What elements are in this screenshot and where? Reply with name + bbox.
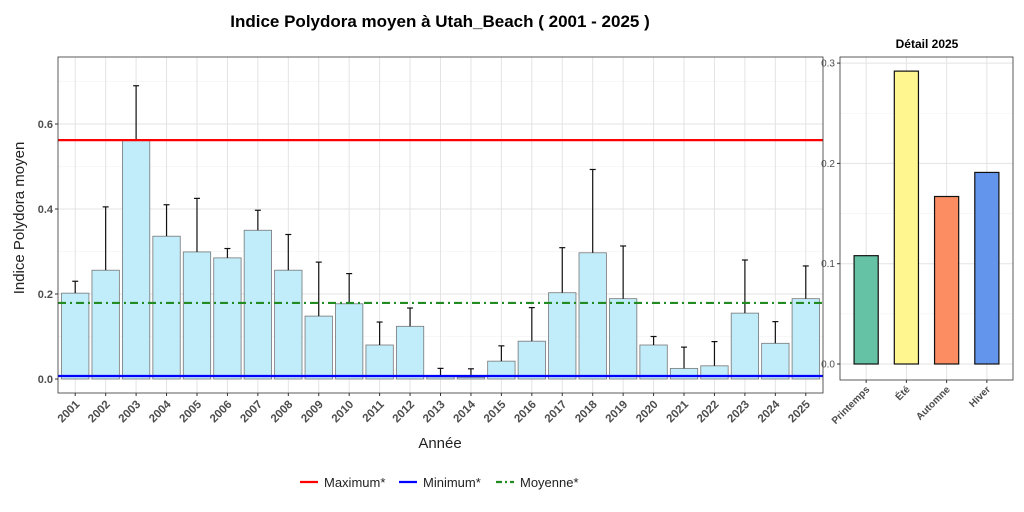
- bar-2010: [335, 303, 364, 380]
- x-tick-label: 2015: [482, 398, 509, 425]
- x-tick-label: 2023: [725, 399, 752, 426]
- detail-x-tick-label: Printemps: [830, 384, 873, 427]
- detail-border: [839, 56, 1014, 381]
- bar-2018: [578, 252, 607, 380]
- x-tick-label: 2004: [147, 398, 174, 425]
- y-tick-label: 0.4: [38, 204, 54, 216]
- legend-label: Minimum*: [423, 475, 481, 490]
- bar-2007: [243, 229, 272, 380]
- bar-2008: [274, 269, 303, 380]
- detail-bar-3: [974, 171, 1000, 365]
- detail-bar-2: [933, 195, 960, 365]
- detail-y-tick-label: 0.3: [821, 59, 835, 70]
- bar-2024: [761, 342, 790, 380]
- detail-y-tick-label: 0.2: [821, 159, 835, 170]
- bar-2001: [61, 292, 90, 380]
- detail-x-tick-label: Automne: [914, 384, 953, 423]
- x-tick-label: 2002: [86, 399, 113, 426]
- x-tick-label: 2017: [543, 399, 570, 426]
- bar-2011: [365, 344, 394, 380]
- x-tick-label: 2003: [117, 399, 144, 426]
- detail-y-tick-label: 0.1: [821, 259, 835, 270]
- bar-2004: [152, 235, 181, 380]
- x-tick-label: 2019: [604, 399, 631, 426]
- x-tick-label: 2005: [178, 398, 205, 425]
- detail-title: Détail 2025: [896, 37, 959, 51]
- bar-2019: [609, 298, 638, 380]
- detail-x-tick-label: Hiver: [968, 384, 994, 410]
- bar-2012: [395, 325, 425, 380]
- x-tick-label: 2009: [299, 399, 326, 426]
- chart-title: Indice Polydora moyen à Utah_Beach ( 200…: [230, 12, 650, 31]
- bar-2023: [730, 312, 759, 380]
- x-tick-label: 2022: [695, 399, 722, 426]
- x-tick-label: 2018: [573, 398, 600, 425]
- y-tick-label: 0.2: [38, 289, 53, 301]
- bar-2009: [304, 315, 333, 380]
- bar-2005: [182, 251, 212, 380]
- y-tick-label: 0.6: [38, 119, 53, 131]
- bar-2020: [639, 344, 668, 380]
- x-tick-label: 2014: [451, 398, 478, 425]
- detail-y-tick-label: 0.0: [821, 360, 835, 371]
- x-axis-label: Année: [418, 435, 461, 452]
- detail-bar-1: [893, 70, 920, 365]
- detail-x-tick-label: Été: [892, 383, 913, 404]
- x-tick-label: 2016: [512, 399, 539, 426]
- bar-2006: [213, 257, 242, 380]
- x-tick-label: 2020: [634, 399, 661, 426]
- x-tick-label: 2024: [756, 398, 783, 425]
- x-tick-label: 2001: [56, 398, 83, 425]
- x-tick-label: 2008: [269, 398, 296, 425]
- legend-label: Moyenne*: [520, 475, 579, 490]
- x-tick-label: 2011: [361, 398, 388, 425]
- bar-2025: [791, 298, 820, 380]
- y-axis-label: Indice Polydora moyen: [11, 142, 28, 295]
- detail-bar-0: [853, 255, 879, 365]
- bar-2017: [548, 292, 577, 380]
- x-tick-label: 2025: [786, 398, 813, 425]
- x-tick-label: 2007: [238, 399, 265, 426]
- x-tick-label: 2013: [421, 399, 448, 426]
- bar-2002: [91, 269, 120, 380]
- bar-2014: [456, 376, 486, 380]
- bar-2003: [122, 139, 151, 380]
- bar-2016: [517, 340, 546, 380]
- x-tick-label: 2021: [665, 398, 692, 425]
- y-tick-label: 0.0: [38, 374, 53, 386]
- plot-border: [57, 56, 824, 394]
- bar-2013: [426, 376, 455, 380]
- x-tick-label: 2012: [391, 399, 418, 426]
- x-tick-label: 2010: [330, 399, 357, 426]
- bar-2021: [669, 367, 699, 380]
- x-tick-label: 2006: [208, 399, 235, 426]
- legend-label: Maximum*: [324, 475, 385, 490]
